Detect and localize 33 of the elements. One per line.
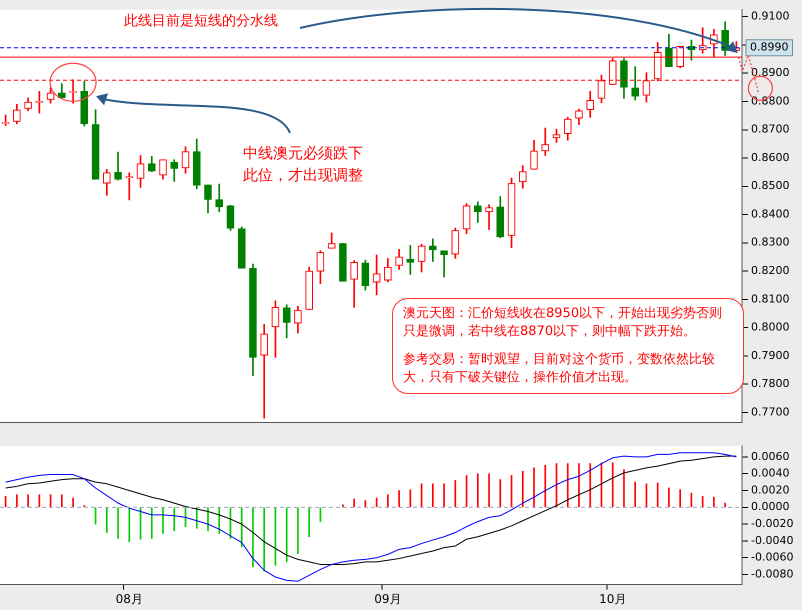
y-tick-label: 0.8000 <box>751 320 790 334</box>
y-tick-label: -0.0060 <box>751 550 794 564</box>
note-box: 澳元天图：汇价短线收在8950以下，开始出现劣势否则只是微调，若中线在8870以下，则中幅下跌开始。 参考交易：暂时观望，目前对这个货币，变数依然比较大，只有下破关键位，操作价值才出现。 <box>392 298 744 394</box>
annotation: 此线目前是短线的分水线 <box>124 12 278 31</box>
y-tick-label: -0.0020 <box>751 516 794 530</box>
y-tick-label: 0.0020 <box>751 483 790 496</box>
x-tick-label: 10月 <box>599 592 626 606</box>
y-tick-label: 0.7900 <box>751 348 790 362</box>
x-tick-label: 09月 <box>374 592 402 606</box>
y-tick-label: 0.8900 <box>751 66 790 80</box>
y-tick-label: 0.8700 <box>751 122 790 136</box>
annotation: 澳元天图：汇价短线收在8950以下，开始出现劣势否则只是微调，若中线在8870以下，则中幅下跌开始。 <box>403 305 724 341</box>
y-tick-label: 0.0000 <box>751 500 790 514</box>
y-tick-label: 0.9100 <box>751 10 790 23</box>
y-tick-label: 0.8400 <box>751 207 790 220</box>
y-tick-label: -0.0040 <box>751 534 794 547</box>
y-tick-label: 0.0040 <box>751 466 790 480</box>
y-tick-label: 0.7800 <box>751 377 790 390</box>
y-tick-label: 0.8200 <box>751 264 790 277</box>
y-tick-label: -0.0080 <box>751 567 794 580</box>
annotation: 中线澳元必须跌下此位，才出现调整 <box>243 143 364 186</box>
annotation: 参考交易：暂时观望，目前对这个货币，变数依然比较大，只有下破关键位，操作价值才出现。 <box>403 351 716 387</box>
y-tick-label: 0.8300 <box>751 236 790 249</box>
y-tick-label: 0.8600 <box>751 150 790 164</box>
y-tick-label: 0.8800 <box>751 94 790 108</box>
y-tick-label: 0.7700 <box>751 405 790 418</box>
x-tick-label: 08月 <box>116 592 143 606</box>
ref-line-label: 0.8990 <box>750 40 788 54</box>
y-tick-label: 0.8500 <box>751 179 790 192</box>
candlestick <box>440 250 448 278</box>
y-tick-label: 0.0060 <box>751 450 790 463</box>
y-tick-label: 0.8100 <box>751 292 790 306</box>
candlestick <box>485 204 493 230</box>
